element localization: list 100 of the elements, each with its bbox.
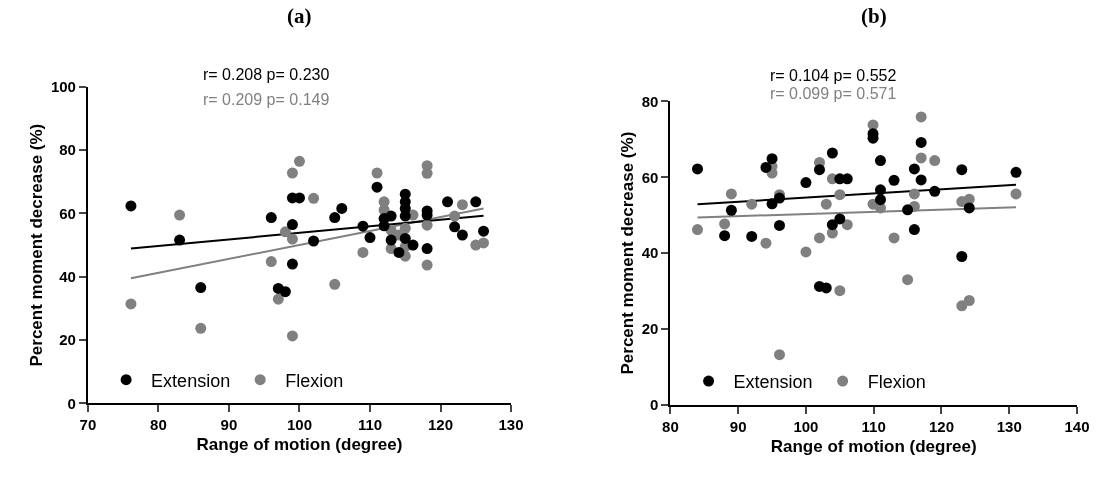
point: [308, 192, 320, 204]
point: [265, 212, 277, 224]
point: [174, 209, 186, 221]
point: [760, 161, 772, 173]
point: [834, 189, 846, 201]
point: [125, 298, 137, 310]
point: [286, 258, 298, 270]
point: [834, 213, 846, 225]
point: [929, 185, 941, 197]
y-axis-title: Percent moment decrease (%): [617, 131, 637, 375]
point: [760, 237, 772, 249]
point: [725, 188, 737, 200]
point: [746, 230, 758, 242]
x-tick-label: 120: [428, 416, 454, 434]
point: [813, 232, 825, 244]
point: [399, 222, 411, 234]
point: [874, 194, 886, 206]
point: [407, 239, 419, 251]
point: [279, 286, 291, 298]
point: [421, 259, 433, 271]
point: [956, 164, 968, 176]
point: [826, 219, 838, 231]
chart-title: (a): [287, 4, 312, 28]
point: [902, 274, 914, 286]
x-tick-label: 110: [357, 416, 383, 434]
point: [1010, 166, 1022, 178]
y-tick-label: 40: [641, 244, 659, 262]
point: [442, 196, 454, 208]
point: [456, 199, 468, 211]
x-tick-label: 80: [662, 417, 679, 435]
point: [421, 219, 433, 231]
point: [956, 251, 968, 262]
point: [308, 235, 320, 247]
x-tick-label: 90: [220, 416, 238, 434]
point: [470, 196, 482, 208]
point: [820, 198, 832, 210]
point: [272, 293, 284, 305]
x-tick-label: 130: [498, 416, 524, 434]
point: [963, 202, 975, 214]
x-tick-label: 70: [79, 416, 97, 434]
point: [766, 153, 778, 165]
point: [371, 167, 383, 179]
legend-label: Extension: [733, 372, 813, 393]
point: [915, 136, 927, 148]
point: [286, 330, 298, 342]
point: [902, 204, 914, 216]
y-tick-label: 60: [641, 168, 659, 186]
legend-label: Flexion: [285, 370, 344, 391]
y-tick-label: 40: [59, 268, 76, 286]
point: [449, 221, 461, 233]
point: [963, 294, 975, 306]
point: [449, 210, 461, 222]
x-tick-label: 100: [286, 416, 312, 434]
point: [195, 322, 207, 334]
point: [956, 300, 968, 312]
point: [888, 174, 900, 186]
point: [478, 225, 490, 237]
point: [746, 198, 758, 210]
point: [478, 237, 490, 249]
chart-title: (b): [861, 4, 887, 28]
legend-label: Flexion: [867, 372, 926, 393]
point: [800, 246, 812, 258]
point: [826, 147, 838, 159]
y-tick-label: 60: [59, 204, 76, 222]
point: [813, 164, 825, 176]
point: [393, 246, 405, 258]
point: [692, 163, 703, 175]
point: [915, 152, 927, 164]
point: [421, 243, 433, 255]
point: [929, 155, 941, 167]
x-axis-title: Range of motion (degree): [770, 436, 977, 456]
x-tick-label: 100: [793, 417, 819, 435]
point: [774, 219, 785, 231]
point: [908, 224, 920, 236]
x-tick-label: 90: [729, 417, 747, 435]
point: [834, 285, 846, 297]
x-axis-title: Range of motion (degree): [196, 435, 403, 455]
y-tick-label: 0: [67, 394, 76, 412]
point: [125, 200, 137, 212]
point: [174, 234, 186, 246]
x-tick-label: 80: [150, 416, 167, 434]
point: [725, 204, 737, 216]
point: [329, 212, 341, 224]
x-tick-label: 140: [1064, 417, 1090, 435]
point: [874, 155, 886, 167]
point: [1010, 188, 1022, 200]
point: [357, 246, 369, 258]
point: [719, 230, 731, 242]
point: [286, 233, 298, 245]
x-tick-label: 130: [996, 417, 1022, 435]
y-tick-label: 20: [641, 320, 659, 338]
y-tick-label: 20: [59, 331, 76, 349]
point: [329, 278, 341, 290]
point: [357, 220, 369, 232]
point: [364, 232, 376, 244]
point: [279, 226, 291, 238]
y-tick-label: 80: [59, 141, 76, 159]
y-axis-title: Percent moment decrease (%): [26, 123, 46, 367]
point: [371, 181, 383, 193]
point: [908, 188, 920, 200]
